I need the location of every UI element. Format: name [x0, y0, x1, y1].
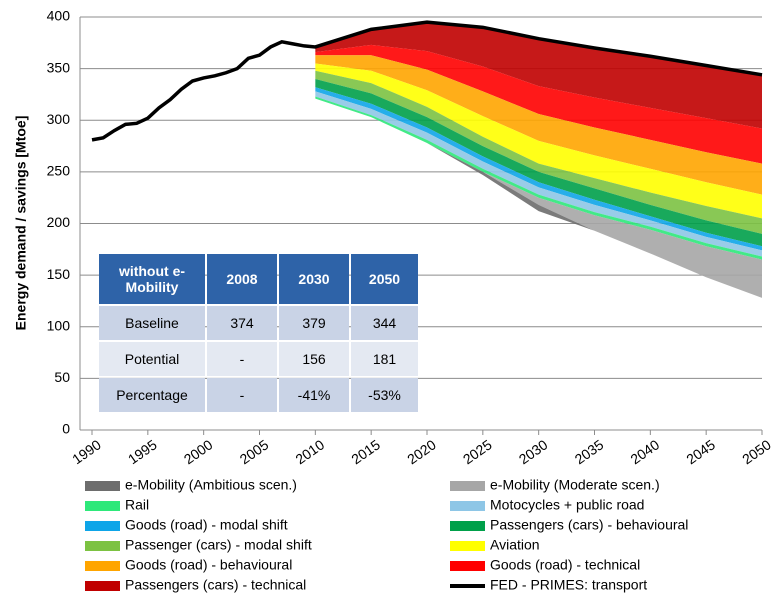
table-cell: 156	[279, 342, 349, 376]
y-tick-label: 50	[54, 369, 70, 385]
x-tick-label: 2020	[404, 436, 439, 467]
lines	[91, 20, 763, 142]
legend-swatch	[85, 481, 120, 491]
legend-label: Aviation	[490, 537, 540, 553]
table-cell: -	[207, 378, 277, 412]
table-header-row: without e-Mobility 2008 2030 2050	[99, 254, 418, 304]
legend-label: e-Mobility (Ambitious scen.)	[125, 477, 297, 493]
y-tick-label: 250	[47, 163, 71, 179]
area-segment	[315, 22, 762, 129]
x-tick-label: 2025	[460, 436, 495, 467]
x-tick-label: 2010	[292, 436, 327, 467]
y-axis-label: Energy demand / savings [Mtoe]	[13, 116, 29, 331]
area-segment	[315, 78, 762, 247]
legend-swatch	[450, 541, 485, 551]
summary-table: without e-Mobility 2008 2030 2050 Baseline 37…	[97, 252, 420, 414]
y-tick-label: 400	[47, 8, 71, 24]
area-segment	[315, 55, 762, 195]
legend-label: Goods (road) - technical	[490, 557, 640, 573]
legend-swatch	[85, 501, 120, 511]
legend-swatch	[85, 521, 120, 531]
x-tick-label: 2015	[348, 436, 383, 467]
legend-swatch	[450, 521, 485, 531]
x-tick-label: 1995	[125, 436, 160, 467]
legend-label: Rail	[125, 497, 149, 513]
table-cell: 344	[351, 306, 418, 340]
table-cell: 379	[279, 306, 349, 340]
table-row: Potential -156 181	[99, 342, 418, 376]
legend-swatch	[85, 581, 120, 591]
line-series	[91, 20, 763, 142]
table-row: Baseline 374 379 344	[99, 306, 418, 340]
legend-label: Passengers (cars) - behavioural	[490, 517, 688, 533]
table-header-cell: 2030	[279, 254, 349, 304]
area-segment	[315, 63, 762, 219]
table-cell: -	[207, 342, 277, 376]
x-tick-label: 2035	[572, 436, 607, 467]
legend-label: Passengers (cars) - technical	[125, 577, 306, 593]
table-cell: 374	[207, 306, 277, 340]
table-row: Percentage - -41% -53%	[99, 378, 418, 412]
x-tick-label: 2050	[739, 436, 774, 467]
table-header-cell: without e-Mobility	[99, 254, 205, 304]
x-tick-label: 1990	[69, 436, 104, 467]
legend-swatch	[450, 561, 485, 571]
y-tick-label: 300	[47, 111, 71, 127]
table-cell: -53%	[351, 378, 418, 412]
y-tick-label: 200	[47, 214, 71, 230]
area-segment	[315, 44, 762, 164]
legend-label: Goods (road) - modal shift	[125, 517, 288, 533]
table-header-cell: 2008	[207, 254, 277, 304]
area-segment	[315, 96, 762, 260]
table-cell: Percentage	[99, 378, 205, 412]
area-segment	[315, 70, 762, 234]
table-cell: -41%	[279, 378, 349, 412]
legend-label: Passenger (cars) - modal shift	[125, 537, 312, 553]
legend-label: e-Mobility (Moderate scen.)	[490, 477, 660, 493]
legend-label: Goods (road) - behavioural	[125, 557, 292, 573]
legend-label: FED - PRIMES: transport	[490, 577, 647, 593]
x-tick-label: 2045	[683, 436, 718, 467]
y-tick-label: 350	[47, 59, 71, 75]
area-segment	[315, 87, 762, 251]
area-segment	[315, 91, 762, 257]
x-tick-label: 2005	[237, 436, 272, 467]
x-tick-label: 2030	[516, 436, 551, 467]
table-header-cell: 2050	[351, 254, 418, 304]
legend-swatch	[85, 541, 120, 551]
y-tick-label: 150	[47, 266, 71, 282]
areas	[315, 22, 762, 298]
table-cell: 181	[351, 342, 418, 376]
area-segment	[315, 98, 762, 298]
legend-swatch	[85, 561, 120, 571]
table-cell: Potential	[99, 342, 205, 376]
x-tick-label: 2040	[627, 436, 662, 467]
legend-swatch	[450, 481, 485, 491]
legend-label: Motocycles + public road	[490, 497, 644, 513]
y-tick-label: 0	[62, 421, 70, 437]
y-tick-label: 100	[47, 317, 71, 333]
legend-swatch	[450, 501, 485, 511]
table-cell: Baseline	[99, 306, 205, 340]
x-tick-label: 2000	[181, 436, 216, 467]
